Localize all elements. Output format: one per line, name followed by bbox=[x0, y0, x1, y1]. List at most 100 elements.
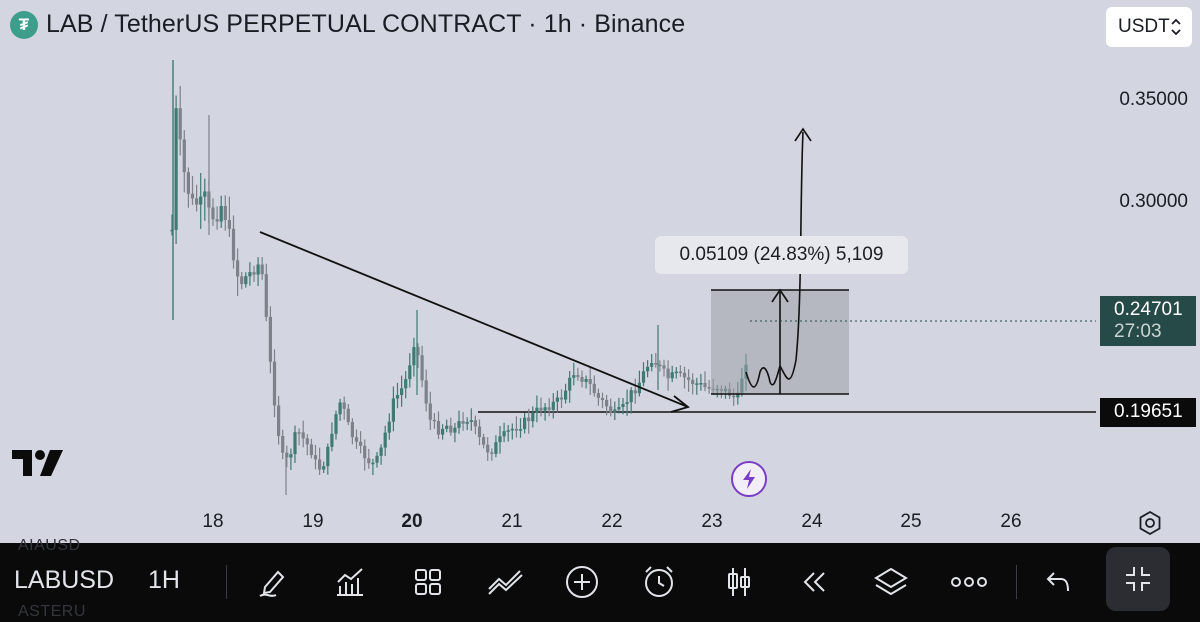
candle-body bbox=[658, 364, 662, 367]
candle-body bbox=[190, 193, 195, 199]
candles-icon[interactable] bbox=[714, 557, 764, 607]
collapse-icon[interactable] bbox=[1106, 547, 1170, 611]
candle-body bbox=[469, 420, 473, 422]
candle-body bbox=[592, 383, 596, 394]
horizontal-level-badge: 0.19651 bbox=[1100, 398, 1196, 427]
candle-body bbox=[264, 274, 268, 317]
candle-body bbox=[646, 366, 650, 372]
trendline-arrowhead bbox=[670, 395, 690, 413]
candle-body bbox=[309, 444, 313, 456]
candle-body bbox=[695, 383, 699, 385]
candle-body bbox=[297, 432, 301, 434]
candle-body bbox=[678, 371, 682, 374]
time-label: 21 bbox=[501, 511, 523, 532]
candle-body bbox=[281, 436, 285, 453]
candle-body bbox=[289, 454, 293, 458]
symbol-button[interactable]: LABUSD bbox=[14, 566, 115, 594]
layers-icon[interactable] bbox=[866, 557, 916, 607]
candle-body bbox=[605, 400, 609, 407]
candle-body bbox=[170, 229, 174, 232]
trendline bbox=[259, 231, 689, 408]
price-range-label: 0.05109 (24.83%) 5,109 bbox=[655, 236, 908, 274]
chart-title: LAB / TetherUS PERPETUAL CONTRACT · 1h ·… bbox=[46, 10, 686, 38]
candle-body bbox=[219, 206, 223, 222]
pencil-icon[interactable] bbox=[248, 557, 298, 607]
candle-body bbox=[195, 198, 199, 205]
candle-body bbox=[527, 417, 531, 422]
candle-body bbox=[318, 459, 322, 470]
candle-body bbox=[412, 347, 416, 366]
candle-body bbox=[543, 407, 547, 411]
candle-body bbox=[506, 430, 510, 432]
candle-body bbox=[260, 264, 264, 275]
candle-body bbox=[674, 371, 678, 374]
ghost-symbol: ASTERU bbox=[18, 603, 86, 620]
candle-body bbox=[613, 409, 617, 413]
candle-body bbox=[568, 377, 572, 391]
candle-body bbox=[633, 390, 637, 394]
candle-body bbox=[531, 413, 535, 422]
currency-select[interactable]: USDT bbox=[1106, 7, 1192, 47]
candle-body bbox=[453, 427, 457, 433]
candle-body bbox=[670, 372, 674, 379]
indicators-icon[interactable] bbox=[325, 557, 375, 607]
candle-body bbox=[223, 206, 227, 220]
candle-body bbox=[699, 383, 703, 385]
settings-icon[interactable] bbox=[1137, 510, 1163, 536]
candle-body bbox=[236, 260, 240, 277]
bar-countdown: 27:03 bbox=[1114, 321, 1162, 342]
currency-label: USDT bbox=[1118, 16, 1170, 37]
time-label: 24 bbox=[801, 511, 823, 532]
candle-body bbox=[498, 436, 502, 443]
candle-body bbox=[215, 219, 219, 222]
price-chart[interactable] bbox=[0, 0, 1200, 543]
chart-area[interactable]: ₮ LAB / TetherUS PERPETUAL CONTRACT · 1h… bbox=[0, 0, 1200, 543]
candle-body bbox=[182, 139, 186, 173]
current-price-badge: 0.24701 27:03 bbox=[1100, 296, 1196, 346]
candle-body bbox=[334, 414, 338, 434]
more-icon[interactable] bbox=[944, 557, 994, 607]
candle-body bbox=[272, 361, 277, 406]
candle-body bbox=[629, 390, 633, 403]
undo-icon[interactable] bbox=[1034, 557, 1084, 607]
interval-button[interactable]: 1H bbox=[148, 566, 180, 594]
candle-body bbox=[650, 363, 654, 367]
candle-body bbox=[535, 407, 539, 413]
candle-body bbox=[510, 428, 514, 431]
price-label: 0.35000 bbox=[1119, 89, 1188, 110]
candle-body bbox=[555, 397, 559, 402]
candle-body bbox=[691, 379, 695, 384]
bottom-toolbar: AIAUSD ASTERU LABUSD 1H bbox=[0, 537, 1200, 622]
candle-body bbox=[244, 276, 248, 285]
candle-body bbox=[473, 420, 477, 427]
tradingview-logo-icon bbox=[12, 450, 63, 476]
grid-icon[interactable] bbox=[403, 557, 453, 607]
time-label: 20 bbox=[401, 511, 423, 532]
candle-body bbox=[367, 458, 371, 464]
candle-body bbox=[625, 402, 629, 404]
add-icon[interactable] bbox=[557, 557, 607, 607]
current-price: 0.24701 bbox=[1114, 299, 1183, 320]
candle-body bbox=[293, 432, 297, 455]
candle-body bbox=[383, 432, 387, 448]
candle-body bbox=[457, 421, 461, 428]
candle-body bbox=[354, 437, 359, 442]
candle-body bbox=[211, 207, 215, 220]
candle-body bbox=[494, 442, 498, 454]
candle-body bbox=[596, 393, 600, 398]
replay-icon[interactable] bbox=[789, 557, 839, 607]
candle-body bbox=[375, 455, 379, 463]
lightning-icon[interactable] bbox=[731, 461, 767, 497]
alarm-icon[interactable] bbox=[634, 557, 684, 607]
candle-body bbox=[518, 429, 523, 431]
candle-body bbox=[252, 272, 256, 275]
candle-body bbox=[588, 379, 592, 384]
trendline-icon[interactable] bbox=[481, 557, 531, 607]
candle-body bbox=[432, 419, 436, 422]
candle-body bbox=[559, 397, 564, 400]
candle-body bbox=[424, 380, 428, 404]
time-label: 26 bbox=[1000, 511, 1022, 532]
candle-body bbox=[203, 191, 207, 197]
candle-body bbox=[461, 421, 465, 424]
candle-body bbox=[240, 276, 244, 285]
